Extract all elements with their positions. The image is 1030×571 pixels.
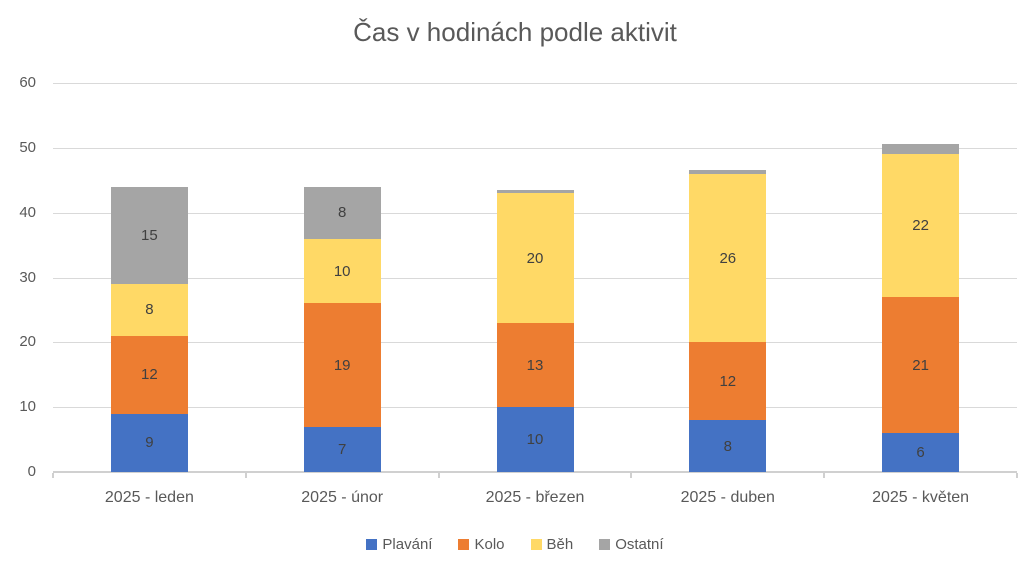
bar-segment-kolo[interactable]: 21 (882, 296, 960, 434)
bar-segment-beh[interactable]: 20 (496, 193, 574, 323)
bar-segment-kolo[interactable]: 13 (496, 322, 574, 408)
legend-label: Ostatní (615, 536, 664, 553)
gridline (53, 147, 1017, 149)
legend-label: Plavání (382, 536, 433, 553)
data-label: 19 (333, 356, 351, 374)
x-category-label: 2025 - květen (872, 489, 970, 506)
chart-title: Čas v hodinách podle aktivit (353, 17, 677, 47)
bar-segment-beh[interactable]: 26 (689, 173, 767, 343)
bar-segment-ostatni[interactable] (496, 189, 574, 194)
legend-label: Běh (546, 536, 574, 553)
x-category-label: 2025 - únor (301, 489, 384, 506)
bar-segment-kolo[interactable]: 12 (689, 342, 767, 421)
x-category-label: 2025 - duben (680, 489, 775, 506)
bar-segment-ostatni[interactable]: 8 (303, 186, 381, 239)
data-label: 8 (723, 437, 732, 455)
legend-item-kolo[interactable]: Kolo (458, 536, 505, 553)
data-label: 13 (526, 356, 544, 374)
bar-segment-plavani[interactable]: 9 (110, 413, 188, 472)
gridline (53, 83, 1017, 84)
data-label: 12 (141, 366, 158, 384)
x-axis-tick (1016, 473, 1018, 478)
bar-segment-plavani[interactable]: 10 (496, 407, 574, 472)
bar-segment-beh[interactable]: 8 (110, 283, 188, 336)
legend-swatch-icon (599, 539, 611, 550)
y-tick-label: 50 (19, 138, 36, 156)
x-axis-tick (823, 473, 826, 478)
bar-segment-plavani[interactable]: 7 (303, 426, 381, 472)
legend-swatch-icon (458, 539, 470, 550)
bar-segment-ostatni[interactable] (689, 169, 767, 174)
data-label: 22 (912, 217, 929, 235)
bar-segment-plavani[interactable]: 6 (882, 433, 960, 472)
y-tick-label: 60 (19, 74, 36, 91)
y-tick-label: 20 (19, 333, 36, 351)
legend-swatch-icon (366, 539, 378, 550)
x-axis-tick (244, 473, 247, 478)
y-tick-label: 40 (19, 203, 36, 221)
bar-segment-beh[interactable]: 10 (303, 238, 381, 304)
data-label: 10 (333, 262, 351, 280)
bar-segment-beh[interactable]: 22 (882, 154, 960, 297)
x-category-label: 2025 - březen (485, 489, 585, 506)
x-axis-tick (437, 473, 440, 478)
legend-label: Kolo (474, 536, 505, 553)
bar-segment-kolo[interactable]: 19 (303, 303, 381, 427)
y-tick-label: 10 (19, 398, 36, 416)
data-label: 20 (526, 249, 544, 267)
legend-item-plavani[interactable]: Plavání (366, 536, 432, 553)
bar-segment-ostatni[interactable]: 15 (110, 186, 188, 284)
data-label: 12 (719, 372, 737, 390)
x-axis-line (53, 471, 1017, 473)
y-tick-label: 30 (19, 268, 36, 286)
data-label: 8 (338, 204, 347, 222)
data-label: 21 (912, 356, 929, 374)
data-label: 26 (719, 249, 737, 267)
data-label: 8 (145, 301, 154, 319)
data-label: 7 (338, 440, 347, 458)
legend-item-beh[interactable]: Běh (530, 536, 574, 553)
bar-segment-ostatni[interactable] (882, 143, 960, 155)
bar-segment-kolo[interactable]: 12 (110, 335, 188, 414)
legend-item-ostatni[interactable]: Ostatní (599, 536, 664, 553)
y-tick-label: 0 (27, 463, 36, 480)
data-label: 10 (526, 431, 544, 449)
data-label: 15 (141, 226, 158, 244)
legend-swatch-icon (530, 539, 542, 550)
legend: Plavání Kolo Běh Ostatní (0, 536, 1030, 553)
x-axis-tick (630, 473, 633, 478)
x-category-label: 2025 - leden (104, 489, 194, 506)
x-axis-tick (52, 473, 54, 478)
bar-segment-plavani[interactable]: 8 (689, 420, 767, 472)
data-label: 9 (145, 434, 154, 452)
data-label: 6 (916, 444, 925, 462)
